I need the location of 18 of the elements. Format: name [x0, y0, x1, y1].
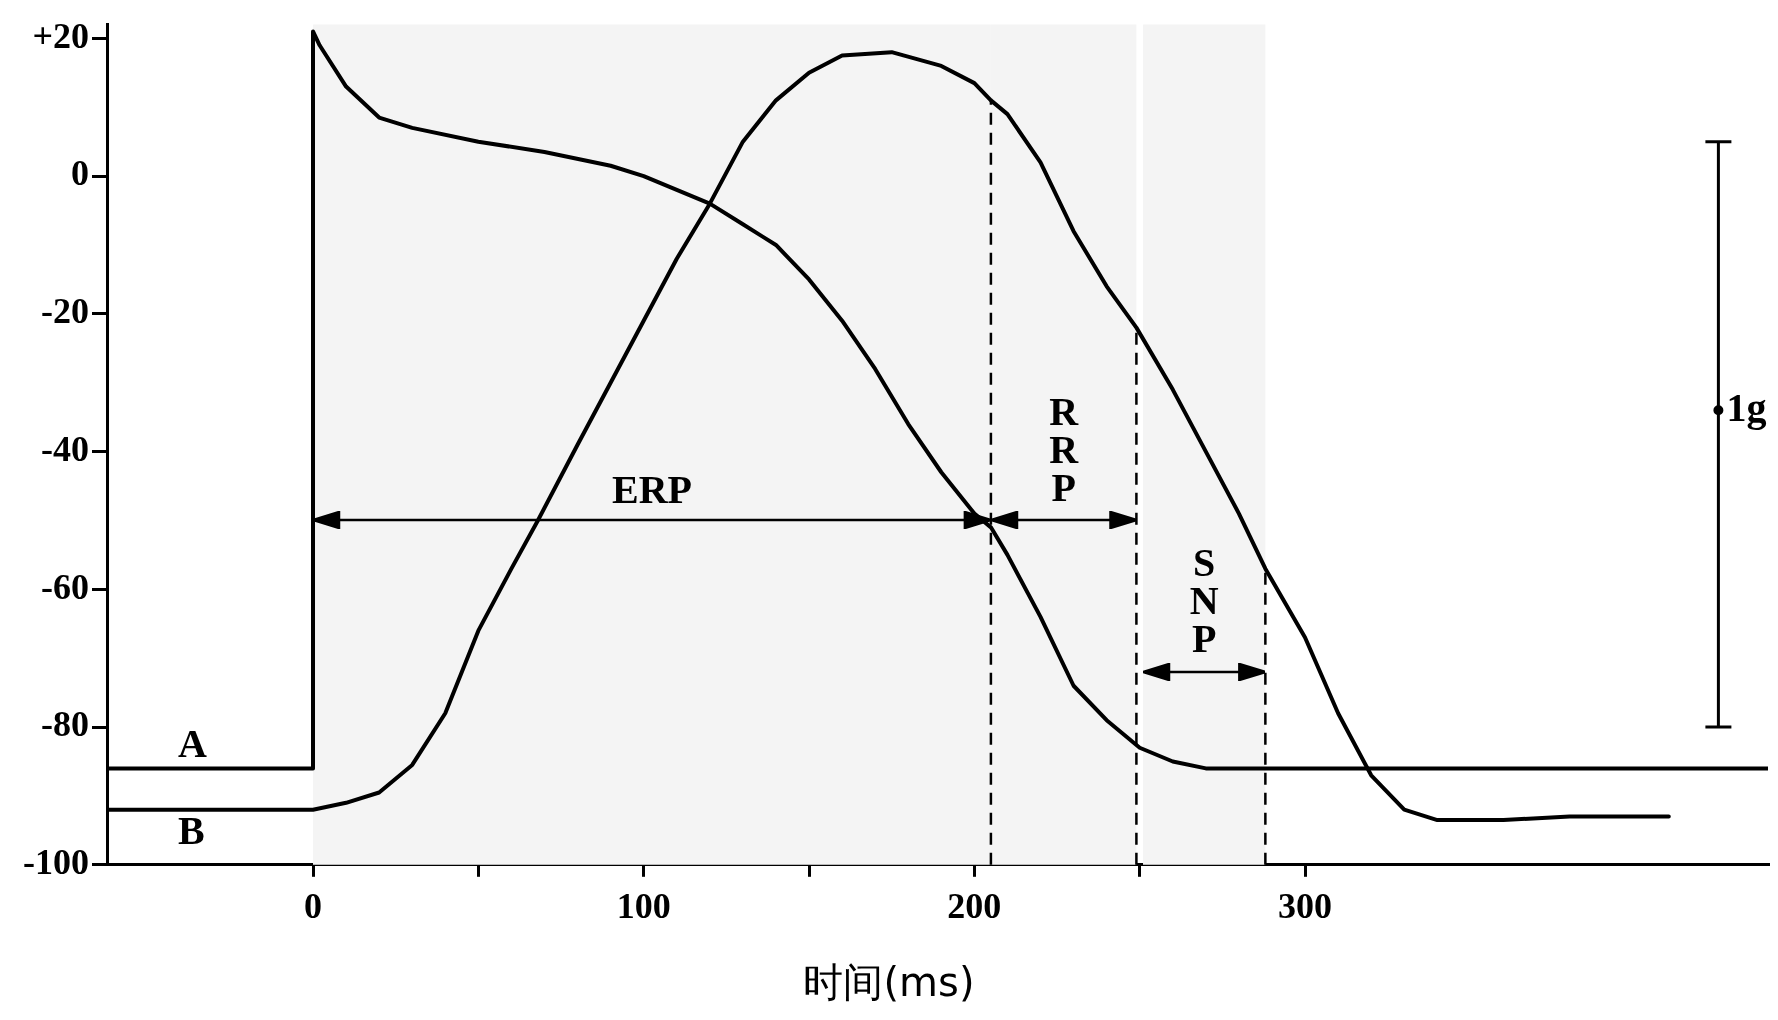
y-tick-label: -60 [40, 566, 89, 607]
legend-label: A [177, 720, 207, 766]
y-tick-label: -100 [22, 842, 89, 883]
y-tick-label: 0 [70, 153, 89, 194]
x-axis-title: 时间(ms) [802, 958, 976, 1007]
x-tick-label: 100 [616, 885, 671, 926]
x-tick-label: 300 [1278, 885, 1333, 926]
band-label: RRP [1049, 388, 1080, 510]
y-tick-label: +20 [32, 15, 89, 56]
band-label: SNP [1189, 539, 1219, 661]
y-tick-label: -40 [40, 428, 89, 469]
x-tick-label: 200 [947, 885, 1002, 926]
series-label: 1g [1726, 384, 1767, 430]
band-label: ERP [611, 466, 692, 512]
y-tick-label: -80 [40, 704, 89, 745]
x-tick-label: 0 [304, 885, 323, 926]
series-label: B [177, 808, 205, 854]
y-tick-label: -20 [40, 291, 89, 332]
